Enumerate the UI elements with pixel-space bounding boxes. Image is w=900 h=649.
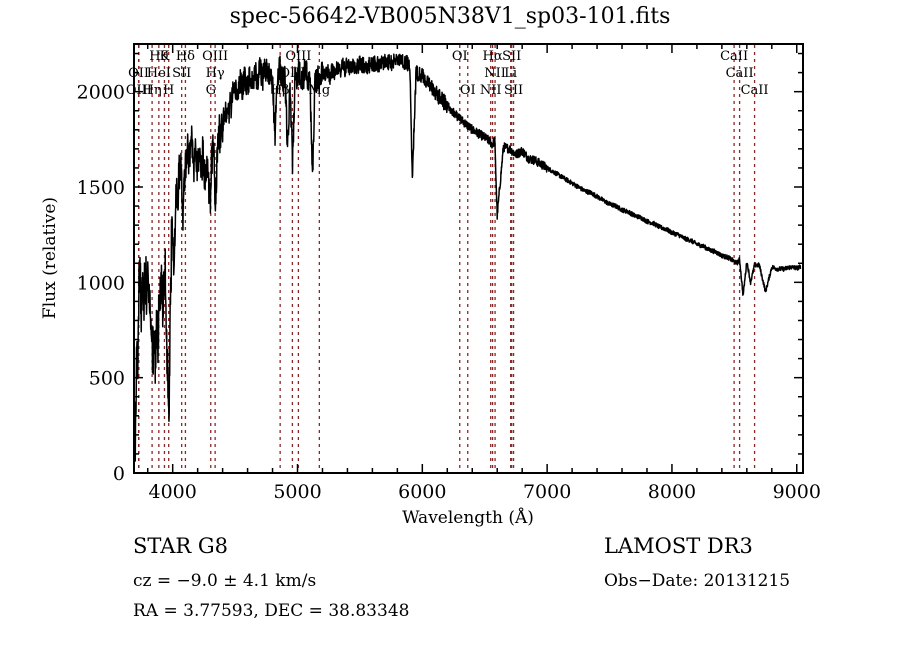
line-marker-label: NII xyxy=(480,83,502,98)
line-marker-label: Hα xyxy=(483,49,503,64)
line-marker-label: SII xyxy=(502,49,521,64)
y-tick-label: 2000 xyxy=(77,82,125,104)
line-marker-label: OIII xyxy=(279,66,305,81)
spectrum-trace xyxy=(135,53,802,462)
redshift-velocity-label: cz = −9.0 ± 4.1 km/s xyxy=(133,571,317,591)
axis-tick-labels: 4000 5000 6000 7000 8000 9000 0 500 1000 1500 2000 xyxy=(77,82,821,503)
line-marker-label: Hθ xyxy=(149,49,168,64)
line-marker-label: Hβ xyxy=(271,83,290,98)
spectral-line-markers xyxy=(137,45,756,472)
observation-date-label: Obs−Date: 20131215 xyxy=(604,571,791,591)
y-tick-label: 1500 xyxy=(77,177,125,199)
x-tick-label: 7000 xyxy=(523,481,571,503)
y-axis-label: Flux (relative) xyxy=(40,197,60,319)
x-tick-label: 5000 xyxy=(273,481,321,503)
line-marker-label: SII xyxy=(172,66,191,81)
line-marker-label: OIII xyxy=(202,49,228,64)
y-tick-label: 500 xyxy=(89,368,125,390)
line-marker-label: OI xyxy=(452,49,468,64)
line-marker-label: Li xyxy=(504,66,517,81)
line-marker-label: G xyxy=(206,83,216,98)
line-marker-label: Hη xyxy=(143,83,162,98)
line-marker-label: CaII xyxy=(726,66,754,81)
line-marker-label: K xyxy=(160,49,170,64)
line-marker-label: Hγ xyxy=(206,66,225,81)
x-tick-label: 4000 xyxy=(149,481,197,503)
spectrum-path xyxy=(135,53,802,462)
page-title: spec-56642-VB005N38V1_sp03-101.fits xyxy=(229,4,671,29)
line-marker-label: NII xyxy=(484,66,506,81)
line-marker-label: OII xyxy=(128,66,149,81)
object-type-label: STAR G8 xyxy=(133,534,229,558)
line-marker-label: H xyxy=(163,83,174,98)
line-marker-label: CaII xyxy=(720,49,748,64)
y-tick-label: 0 xyxy=(113,463,125,485)
axis-ticks xyxy=(134,44,803,474)
line-marker-label: OIII xyxy=(126,83,152,98)
line-marker-label: HeI xyxy=(147,66,171,81)
x-tick-label: 6000 xyxy=(398,481,446,503)
x-tick-label: 8000 xyxy=(648,481,696,503)
line-marker-label: OI xyxy=(460,83,476,98)
plot-frame xyxy=(133,43,804,474)
x-tick-label: 9000 xyxy=(773,481,821,503)
line-marker-label: CaII xyxy=(741,83,769,98)
line-marker-label: Mg xyxy=(309,83,331,98)
line-marker-label: Hδ xyxy=(176,49,195,64)
survey-label: LAMOST DR3 xyxy=(604,534,753,558)
line-marker-label: SII xyxy=(504,83,523,98)
line-marker-label: OIII xyxy=(285,49,311,64)
x-axis-label: Wavelength (Å) xyxy=(402,507,534,528)
y-tick-label: 1000 xyxy=(77,272,125,294)
coordinates-label: RA = 3.77593, DEC = 38.83348 xyxy=(133,601,410,621)
